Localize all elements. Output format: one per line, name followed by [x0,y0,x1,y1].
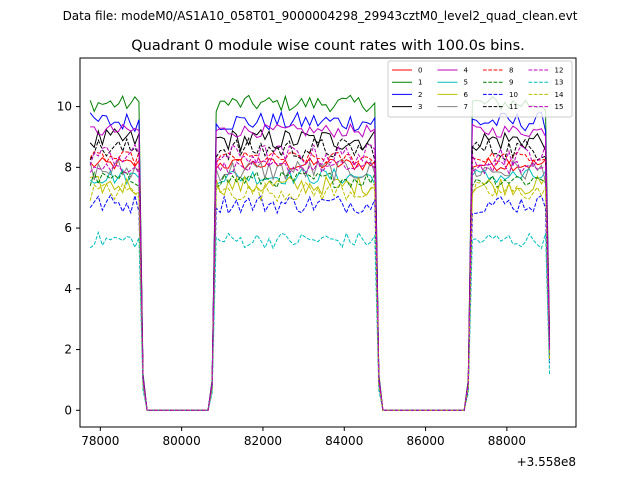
x-tick-label: 82000 [244,434,282,448]
series-line-13 [89,230,551,411]
legend-label-11: 11 [509,103,518,111]
x-offset-label: +3.558e8 [517,455,576,469]
legend-label-0: 0 [418,67,422,75]
series-line-3 [89,128,551,411]
series-line-7 [89,158,551,411]
legend-label-6: 6 [464,91,469,99]
x-tick-label: 78000 [81,434,119,448]
legend-label-15: 15 [555,103,564,111]
legend-label-4: 4 [464,67,469,75]
series-line-2 [89,110,551,411]
series-line-0 [89,156,551,411]
x-tick-label: 84000 [325,434,363,448]
legend-label-1: 1 [418,79,422,87]
series-line-12 [89,159,551,411]
x-tick-label: 86000 [406,434,444,448]
legend-label-8: 8 [509,67,513,75]
x-tick-label: 88000 [488,434,526,448]
x-tick-label: 80000 [163,434,201,448]
y-tick-label: 8 [64,160,72,174]
legend-label-14: 14 [555,91,564,99]
legend-label-2: 2 [418,91,422,99]
plot-frame [79,57,577,428]
series-line-6 [90,174,551,411]
series-layer [89,94,551,411]
legend-label-10: 10 [509,91,518,99]
legend-box [387,60,573,118]
y-tick-label: 0 [64,403,72,417]
series-line-4 [90,123,551,411]
axes-layer: 78000 80000 82000 84000 86000 88000 0 2 4 6 8 10 [57,100,526,448]
series-line-9 [89,170,551,411]
series-line-5 [89,167,551,411]
legend-label-9: 9 [509,79,513,87]
series-line-1 [89,94,551,411]
legend-label-13: 13 [555,79,564,87]
y-tick-label: 10 [57,100,72,114]
legend-label-12: 12 [555,67,564,75]
series-line-10 [89,194,551,411]
legend-label-5: 5 [464,79,468,87]
series-line-14 [89,181,551,411]
figure-suptitle: Data file: modeM0/AS1A10_058T01_90000042… [63,9,578,23]
legend-label-7: 7 [464,103,468,111]
chart-title: Quadrant 0 module wise count rates with … [131,38,525,54]
legend-label-3: 3 [418,103,422,111]
series-line-11 [89,136,551,411]
y-tick-label: 4 [64,282,72,296]
y-tick-label: 2 [64,343,72,357]
series-line-15 [89,143,551,411]
y-tick-label: 6 [64,221,72,235]
